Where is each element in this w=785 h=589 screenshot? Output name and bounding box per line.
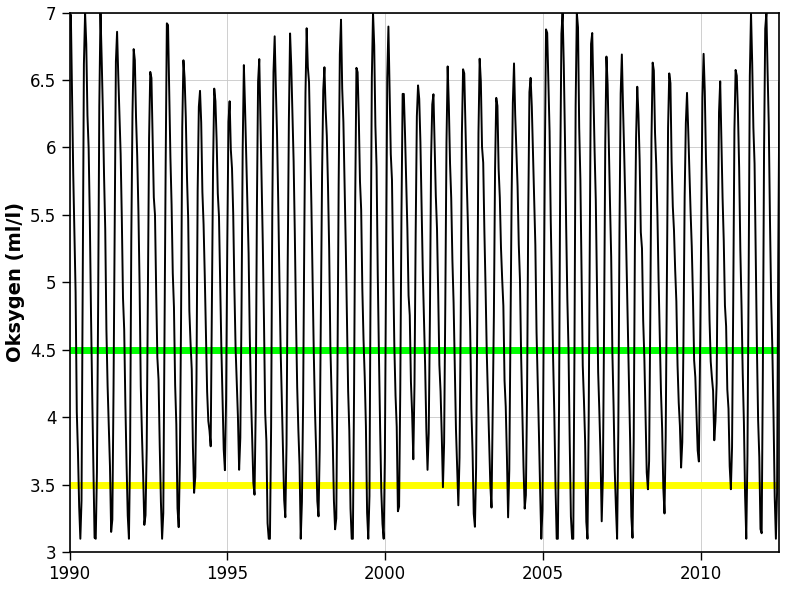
Y-axis label: Oksygen (ml/l): Oksygen (ml/l) (5, 203, 24, 362)
